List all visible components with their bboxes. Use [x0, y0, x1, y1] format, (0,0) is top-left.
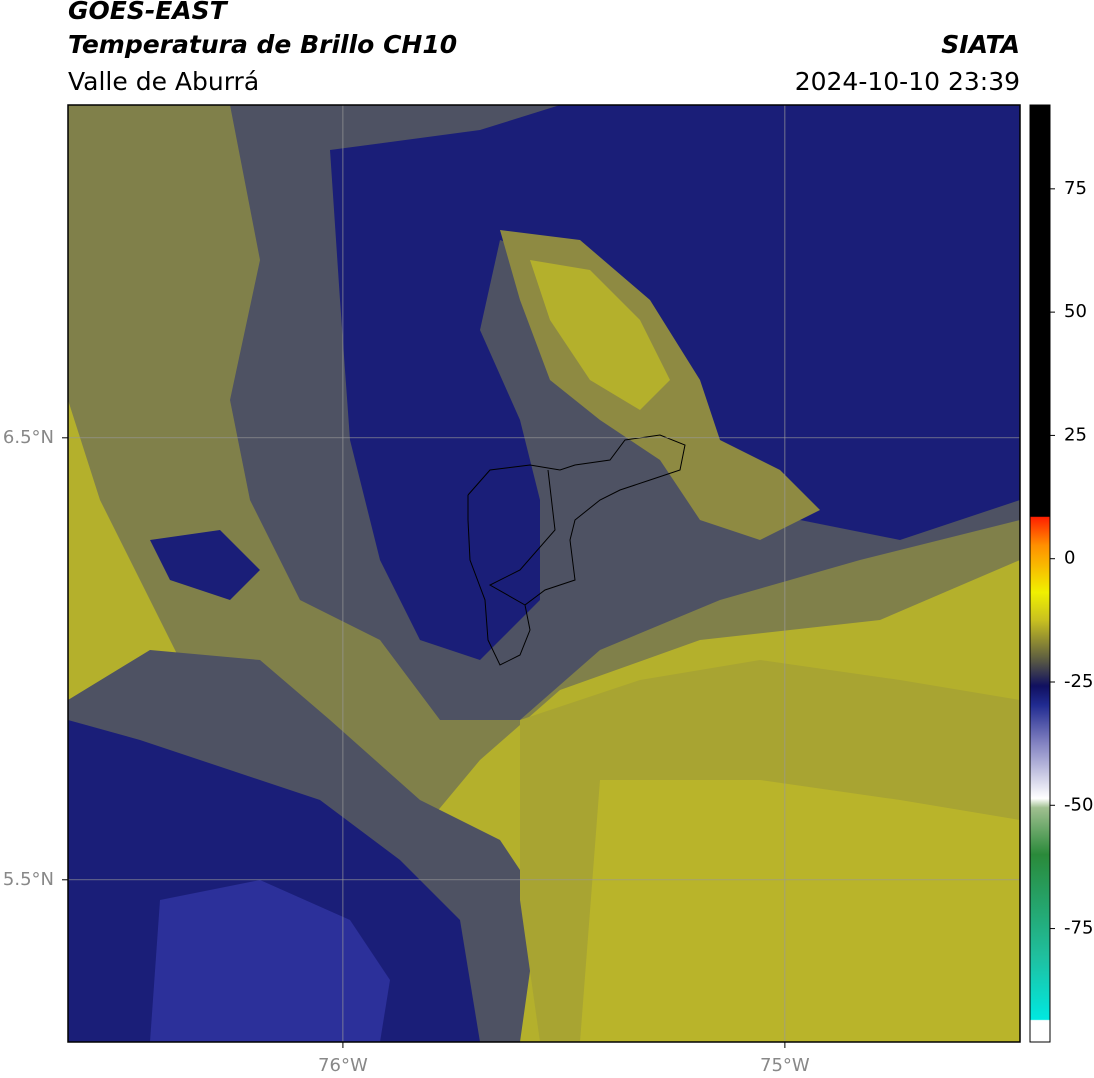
colorbar-tick-label: 75 [1064, 178, 1087, 199]
x-tick-label: 75°W [760, 1055, 810, 1076]
valley-outline [467, 434, 686, 666]
colorbar-tick-label: -75 [1064, 918, 1093, 939]
colorbar-tick-label: 25 [1064, 424, 1087, 445]
title: GOES-EAST [68, 0, 229, 25]
colorbar-tick-label: -25 [1064, 671, 1093, 692]
colorbar-tick-label: 0 [1064, 548, 1075, 569]
x-tick-label: 76°W [318, 1055, 368, 1076]
source: SIATA [941, 30, 1020, 59]
region: Valle de Aburrá [68, 67, 259, 96]
map-frame [67, 104, 1021, 1043]
satellite-image [68, 105, 1020, 1042]
colorbar [1029, 104, 1051, 1043]
y-tick-label: 5.5°N [3, 869, 54, 890]
colorbar-tick-label: -50 [1064, 794, 1093, 815]
datetime: 2024-10-10 23:39 [795, 67, 1020, 96]
colorbar-tick-label: 50 [1064, 301, 1087, 322]
y-tick-label: 6.5°N [3, 427, 54, 448]
subtitle: Temperatura de Brillo CH10 [68, 30, 457, 59]
municipality-boundary [488, 469, 556, 606]
